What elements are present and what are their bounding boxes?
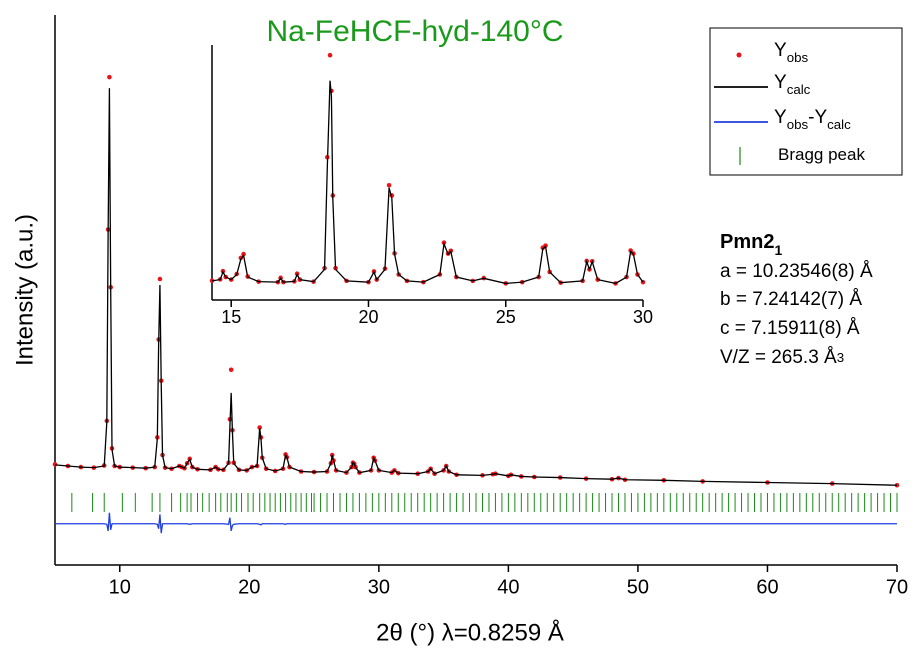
- x-tick-label: 50: [627, 576, 649, 598]
- annotation: V/Z = 265.3 Å3: [720, 347, 844, 368]
- x-tick-label: 20: [358, 307, 378, 327]
- obs-point: [52, 462, 58, 467]
- x-tick-label: 10: [109, 576, 131, 598]
- obs-point: [241, 251, 246, 257]
- legend-box: [709, 27, 903, 176]
- y-axis-label: Intensity (a.u.): [11, 214, 38, 366]
- obs-point: [327, 52, 333, 58]
- x-tick-label: 20: [238, 576, 260, 598]
- x-tick-label: 70: [886, 576, 908, 598]
- obs-point: [157, 276, 163, 282]
- series-line: [55, 512, 897, 534]
- legend-label: Yobs-Ycalc: [774, 107, 851, 132]
- annotation: b = 7.24142(7) Å: [720, 289, 862, 310]
- x-tick-label: 60: [756, 576, 778, 598]
- obs-point: [257, 425, 262, 430]
- legend-label: Ycalc: [774, 72, 811, 97]
- annotation: c = 7.15911(8) Å: [720, 318, 860, 339]
- legend-label: Bragg peak: [778, 145, 865, 164]
- annotation: a = 10.23546(8) Å: [720, 261, 873, 282]
- obs-point: [628, 248, 633, 253]
- legend-label: Yobs: [774, 40, 808, 65]
- obs-point: [386, 182, 392, 188]
- annotation: Pmn21: [720, 231, 782, 257]
- obs-point: [228, 367, 234, 373]
- obs-point: [107, 74, 112, 80]
- x-axis-label: 2θ (°) λ=0.8259 Å: [376, 618, 564, 646]
- x-tick-label: 25: [496, 307, 516, 327]
- x-tick-label: 30: [633, 307, 653, 327]
- series-line: [211, 80, 644, 285]
- legend-swatch: [736, 52, 742, 58]
- series-line: [54, 88, 898, 486]
- x-tick-label: 40: [497, 576, 519, 598]
- x-tick-label: 30: [368, 576, 390, 598]
- x-tick-label: 15: [221, 307, 241, 327]
- chart-title: Na-FeHCF-hyd-140°C: [266, 15, 563, 48]
